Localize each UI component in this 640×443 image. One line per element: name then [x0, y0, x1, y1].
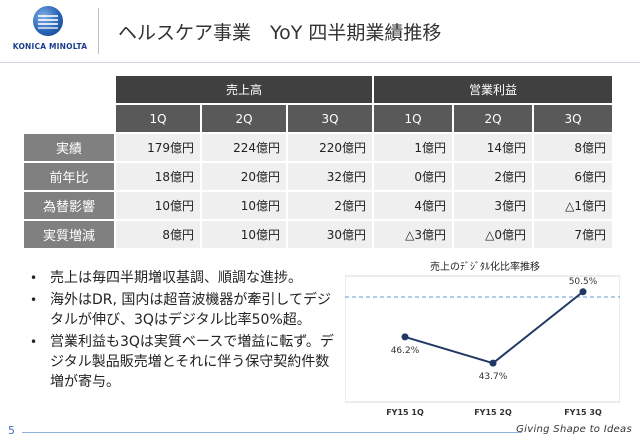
table-cell: 179億円 — [116, 134, 200, 161]
table-cell: 10億円 — [202, 221, 286, 248]
table-cell: 7億円 — [534, 221, 612, 248]
quarter-header: 3Q — [288, 105, 372, 132]
series-line — [404, 290, 584, 365]
row-label: 為替影響 — [24, 192, 114, 219]
group-header-sales: 売上高 — [116, 76, 372, 103]
table-cell: 4億円 — [374, 192, 452, 219]
table-cell: 8億円 — [116, 221, 200, 248]
quarterly-results-table: 売上高 営業利益 1Q 2Q 3Q 1Q 2Q 3Q 実績 179億円 224億… — [22, 74, 614, 250]
table-cell: 10億円 — [116, 192, 200, 219]
table-row: 為替影響 10億円 10億円 2億円 4億円 3億円 △1億円 — [24, 192, 612, 219]
table-quarter-header-row: 1Q 2Q 3Q 1Q 2Q 3Q — [24, 105, 612, 132]
chart-title: 売上のﾃﾞｼﾞﾀﾙ化比率推移 — [430, 260, 540, 273]
data-point — [401, 333, 409, 341]
data-label: 43.7% — [479, 372, 508, 382]
table-cell: 2億円 — [288, 192, 372, 219]
x-tick-label: FY15 3Q — [564, 408, 602, 417]
header-divider — [98, 8, 99, 54]
table-row: 実質増減 8億円 10億円 30億円 △3億円 △0億円 7億円 — [24, 221, 612, 248]
table-cell: 1億円 — [374, 134, 452, 161]
table-cell: 220億円 — [288, 134, 372, 161]
data-label: 46.2% — [391, 346, 420, 356]
bullet-item: 売上は毎四半期増収基調、順調な進捗。 — [28, 268, 338, 288]
table-cell: 224億円 — [202, 134, 286, 161]
table-cell: 14億円 — [454, 134, 532, 161]
table-cell: 30億円 — [288, 221, 372, 248]
footer-rule — [22, 432, 522, 433]
logo-text: KONICA MINOLTA — [12, 42, 88, 51]
summary-bullets: 売上は毎四半期増収基調、順調な進捗。 海外はDR, 国内は超音波機器が牽引してデ… — [28, 268, 338, 394]
x-tick-label: FY15 2Q — [474, 408, 512, 417]
plot-area — [345, 275, 620, 403]
table-group-header-row: 売上高 営業利益 — [24, 76, 612, 103]
group-header-operating-profit: 営業利益 — [374, 76, 612, 103]
table-cell: 6億円 — [534, 163, 612, 190]
x-tick-label: FY15 1Q — [386, 408, 424, 417]
table-cell: 2億円 — [454, 163, 532, 190]
row-label: 実績 — [24, 134, 114, 161]
row-label: 実質増減 — [24, 221, 114, 248]
quarter-header: 1Q — [116, 105, 200, 132]
table-cell: △3億円 — [374, 221, 452, 248]
page-number: 5 — [8, 424, 15, 437]
footer-tagline: Giving Shape to Ideas — [516, 424, 632, 435]
table-cell: 32億円 — [288, 163, 372, 190]
table-cell: 8億円 — [534, 134, 612, 161]
row-label: 前年比 — [24, 163, 114, 190]
header-rule — [0, 62, 640, 63]
table-cell: 0億円 — [374, 163, 452, 190]
bullet-item: 海外はDR, 国内は超音波機器が牽引してデジタルが伸び、3Qはデジタル比率50%… — [28, 290, 338, 330]
table-cell: 10億円 — [202, 192, 286, 219]
quarter-header: 1Q — [374, 105, 452, 132]
globe-logo-icon — [33, 6, 63, 36]
data-label: 50.5% — [569, 277, 598, 287]
slide-header: KONICA MINOLTA ヘルスケア事業 YoY 四半期業績推移 — [0, 0, 640, 64]
bullet-item: 営業利益も3Qは実質ベースで増益に転ず。デジタル製品販売増とそれに伴う保守契約件… — [28, 332, 338, 392]
table-cell: △0億円 — [454, 221, 532, 248]
data-point — [579, 288, 587, 296]
quarter-header: 2Q — [202, 105, 286, 132]
table-row: 実績 179億円 224億円 220億円 1億円 14億円 8億円 — [24, 134, 612, 161]
table-cell: 20億円 — [202, 163, 286, 190]
table-cell: 18億円 — [116, 163, 200, 190]
table-row: 前年比 18億円 20億円 32億円 0億円 2億円 6億円 — [24, 163, 612, 190]
company-logo: KONICA MINOLTA — [8, 6, 92, 58]
quarter-header: 3Q — [534, 105, 612, 132]
slide-title: ヘルスケア事業 YoY 四半期業績推移 — [118, 22, 442, 44]
quarter-header: 2Q — [454, 105, 532, 132]
table-cell: 3億円 — [454, 192, 532, 219]
data-point — [489, 359, 497, 367]
table-cell: △1億円 — [534, 192, 612, 219]
digital-ratio-chart: 売上のﾃﾞｼﾞﾀﾙ化比率推移 46.2% 43.7% 50.5% FY15 1Q FY… — [345, 260, 620, 417]
